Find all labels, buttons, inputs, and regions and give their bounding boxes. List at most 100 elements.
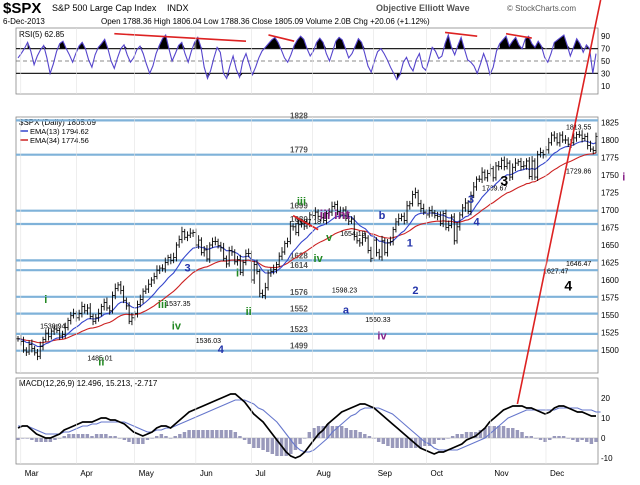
macd-histogram-bar (284, 438, 288, 456)
macd-histogram-bar (182, 432, 187, 438)
macd-histogram-bar (469, 432, 473, 438)
macd-histogram-bar (154, 436, 159, 438)
price-label: 1560.33 (365, 317, 390, 324)
price-bar (411, 190, 415, 207)
macd-histogram-bar (349, 430, 353, 438)
price-bar (394, 218, 398, 233)
macd-histogram-bar (224, 430, 228, 438)
chart-source: Objective Elliott Wave (376, 3, 470, 13)
price-bar (386, 239, 390, 257)
price-bar (533, 158, 537, 180)
price-bar (472, 182, 476, 199)
price-bar (41, 336, 45, 351)
price-label: 1537.35 (165, 301, 190, 308)
rsi-bearish-divergence (444, 31, 478, 37)
macd-histogram-bar (520, 432, 524, 438)
price-bar (480, 167, 484, 184)
price-bar (261, 289, 265, 299)
macd-histogram-bar (25, 438, 29, 439)
macd-histogram-bar (256, 438, 261, 448)
month-label: Apr (80, 469, 93, 478)
price-bar (88, 303, 92, 320)
price-bar (352, 215, 356, 241)
price-bar (22, 336, 26, 353)
macd-histogram-bar (30, 438, 34, 440)
macd-histogram-bar (302, 438, 307, 439)
wave-label: 2 (412, 285, 418, 297)
price-bar (144, 285, 148, 294)
chart-symbol: $SPX (3, 0, 41, 17)
wave-label: 3 (468, 194, 474, 206)
macd-histogram-bar (210, 430, 214, 438)
price-bar (463, 198, 467, 212)
price-bar (244, 249, 248, 266)
price-tick-label: 1600 (601, 276, 619, 285)
month-label: Nov (494, 469, 508, 478)
macd-histogram-bar (339, 426, 344, 438)
price-bar (516, 158, 520, 166)
price-tick-label: 1625 (601, 259, 619, 268)
macd-histogram-bar (335, 426, 339, 438)
price-tick-label: 1500 (601, 346, 619, 355)
macd-histogram-bar (265, 438, 270, 452)
ema13-line (17, 140, 597, 348)
price-label: 1646.47 (566, 261, 591, 268)
price-bar (233, 249, 237, 265)
wave-label: 1 (407, 237, 413, 249)
price-bar (149, 277, 153, 287)
price-bar (552, 131, 556, 142)
macd-histogram-bar (67, 434, 71, 438)
macd-histogram-bar (39, 438, 43, 442)
price-bar (408, 200, 412, 210)
price-bar (224, 255, 228, 268)
macd-histogram-bar (293, 438, 298, 450)
price-bar (475, 176, 479, 191)
macd-tick-label: 0 (601, 434, 606, 443)
price-panel: $SPX (Daily) 1805.09 1499 1523 1552 1576 161… (15, 111, 625, 374)
price-bar (374, 237, 378, 257)
price-bar (419, 199, 423, 213)
price-bar (413, 187, 417, 199)
price-bar (561, 131, 565, 143)
price-bar (94, 313, 98, 325)
price-bar (363, 232, 367, 242)
macd-title: MACD(12,26,9) 12.496, 15.213, -2.717 (19, 379, 158, 388)
macd-histogram-bar (307, 432, 312, 438)
price-bar (555, 133, 559, 146)
price-bar (322, 212, 326, 224)
price-bar (491, 165, 495, 182)
macd-histogram-bar (460, 434, 464, 438)
macd-tick-label: 20 (601, 394, 610, 403)
rsi-tick-label: 50 (601, 57, 610, 66)
price-bar (438, 211, 442, 227)
price-tick-label: 1525 (601, 329, 619, 338)
wave-label: i (236, 268, 239, 280)
chart-index-name: S&P 500 Large Cap Index (52, 3, 157, 13)
fib-level-label: 1523 (290, 325, 308, 334)
macd-histogram-bar (252, 438, 256, 448)
macd-histogram-bar (580, 438, 584, 440)
price-bar (116, 282, 120, 292)
price-bar (280, 247, 284, 261)
macd-histogram-bar (321, 426, 325, 438)
rsi-bearish-divergence (268, 34, 295, 42)
ema34-line (17, 152, 597, 344)
chart-quote: Open 1788.36 High 1806.04 Low 1788.36 Cl… (101, 17, 430, 26)
price-bar (147, 279, 151, 293)
price-bar (497, 161, 501, 171)
price-bar (377, 248, 381, 260)
price-bar (124, 297, 128, 310)
price-bar (216, 238, 220, 249)
price-bar (183, 228, 187, 241)
chart-copyright: © StockCharts.com (507, 4, 576, 13)
price-bar (241, 259, 245, 277)
price-bar (205, 245, 209, 262)
price-bar (55, 324, 59, 334)
macd-histogram-bar (538, 438, 543, 440)
macd-histogram-bar (381, 438, 386, 444)
macd-histogram-bar (376, 438, 381, 442)
price-bar (27, 340, 31, 355)
price-bar (388, 236, 392, 246)
price-bar (130, 312, 134, 326)
macd-histogram-bar (215, 430, 219, 438)
